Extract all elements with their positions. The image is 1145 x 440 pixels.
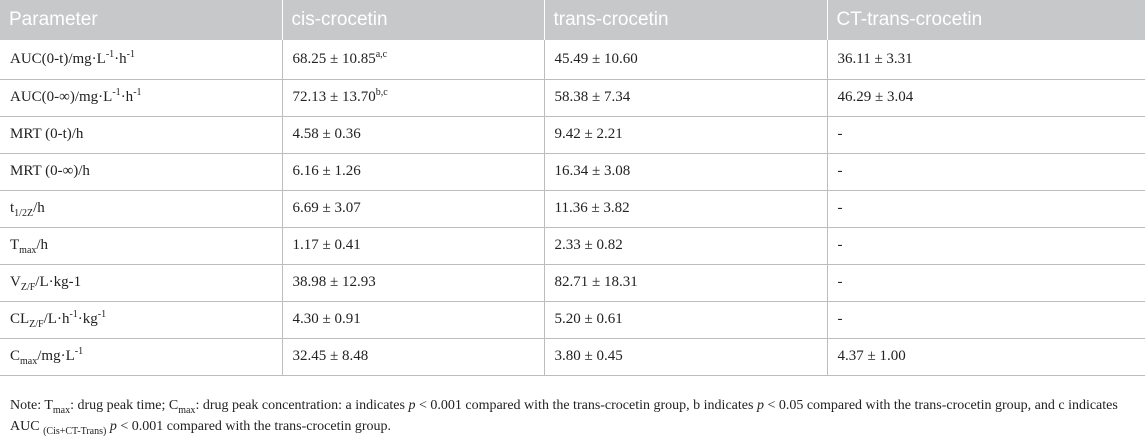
trans-cell: 16.34 ± 3.08: [544, 153, 828, 191]
param-cell: MRT (0-t)/h: [0, 116, 283, 154]
param-cell: Cmax/mg·L-1: [0, 338, 283, 376]
header-trans-crocetin: trans-crocetin: [544, 0, 828, 40]
trans-cell: 5.20 ± 0.61: [544, 301, 828, 339]
cis-cell: 6.69 ± 3.07: [282, 190, 545, 228]
cis-cell: 38.98 ± 12.93: [282, 264, 545, 302]
trans-cell: 58.38 ± 7.34: [544, 79, 828, 117]
header-row: Parameter cis-crocetin trans-crocetin CT…: [0, 0, 1145, 40]
ct-cell: -: [827, 227, 1145, 265]
table-row: AUC(0-∞)/mg·L-1·h-1 72.13 ± 13.70b,c 58.…: [0, 79, 1145, 117]
param-cell: AUC(0-t)/mg·L-1·h-1: [0, 40, 283, 80]
ct-cell: 4.37 ± 1.00: [827, 338, 1145, 376]
ct-cell: 36.11 ± 3.31: [827, 40, 1145, 80]
param-cell: VZ/F/L·kg-1: [0, 264, 283, 302]
trans-cell: 3.80 ± 0.45: [544, 338, 828, 376]
header-cis-crocetin: cis-crocetin: [282, 0, 545, 40]
ct-cell: -: [827, 153, 1145, 191]
trans-cell: 11.36 ± 3.82: [544, 190, 828, 228]
table-footnote: Note: Tmax: drug peak time; Cmax: drug p…: [10, 398, 1118, 437]
param-cell: AUC(0-∞)/mg·L-1·h-1: [0, 79, 283, 117]
param-cell: MRT (0-∞)/h: [0, 153, 283, 191]
pharmacokinetics-table: Parameter cis-crocetin trans-crocetin CT…: [0, 0, 1145, 376]
cis-cell: 4.30 ± 0.91: [282, 301, 545, 339]
param-cell: t1/2Z/h: [0, 190, 283, 228]
table-row: MRT (0-∞)/h 6.16 ± 1.26 16.34 ± 3.08 -: [0, 153, 1145, 191]
table-row: VZ/F/L·kg-1 38.98 ± 12.93 82.71 ± 18.31 …: [0, 264, 1145, 302]
table-row: Tmax/h 1.17 ± 0.41 2.33 ± 0.82 -: [0, 227, 1145, 265]
header-parameter: Parameter: [0, 0, 283, 40]
cis-cell: 68.25 ± 10.85a,c: [282, 40, 545, 80]
table-row: Cmax/mg·L-1 32.45 ± 8.48 3.80 ± 0.45 4.3…: [0, 338, 1145, 376]
trans-cell: 45.49 ± 10.60: [544, 40, 828, 80]
ct-cell: -: [827, 301, 1145, 339]
trans-cell: 9.42 ± 2.21: [544, 116, 828, 154]
trans-cell: 82.71 ± 18.31: [544, 264, 828, 302]
param-cell: Tmax/h: [0, 227, 283, 265]
cis-cell: 72.13 ± 13.70b,c: [282, 79, 545, 117]
table-row: CLZ/F/L·h-1·kg-1 4.30 ± 0.91 5.20 ± 0.61…: [0, 301, 1145, 339]
trans-cell: 2.33 ± 0.82: [544, 227, 828, 265]
ct-cell: 46.29 ± 3.04: [827, 79, 1145, 117]
ct-cell: -: [827, 190, 1145, 228]
param-cell: CLZ/F/L·h-1·kg-1: [0, 301, 283, 339]
header-ct-trans-crocetin: CT-trans-crocetin: [827, 0, 1145, 40]
cis-cell: 32.45 ± 8.48: [282, 338, 545, 376]
ct-cell: -: [827, 264, 1145, 302]
ct-cell: -: [827, 116, 1145, 154]
cis-cell: 4.58 ± 0.36: [282, 116, 545, 154]
table-row: t1/2Z/h 6.69 ± 3.07 11.36 ± 3.82 -: [0, 190, 1145, 228]
cis-cell: 6.16 ± 1.26: [282, 153, 545, 191]
table-row: MRT (0-t)/h 4.58 ± 0.36 9.42 ± 2.21 -: [0, 116, 1145, 154]
table-row: AUC(0-t)/mg·L-1·h-1 68.25 ± 10.85a,c 45.…: [0, 40, 1145, 80]
cis-cell: 1.17 ± 0.41: [282, 227, 545, 265]
